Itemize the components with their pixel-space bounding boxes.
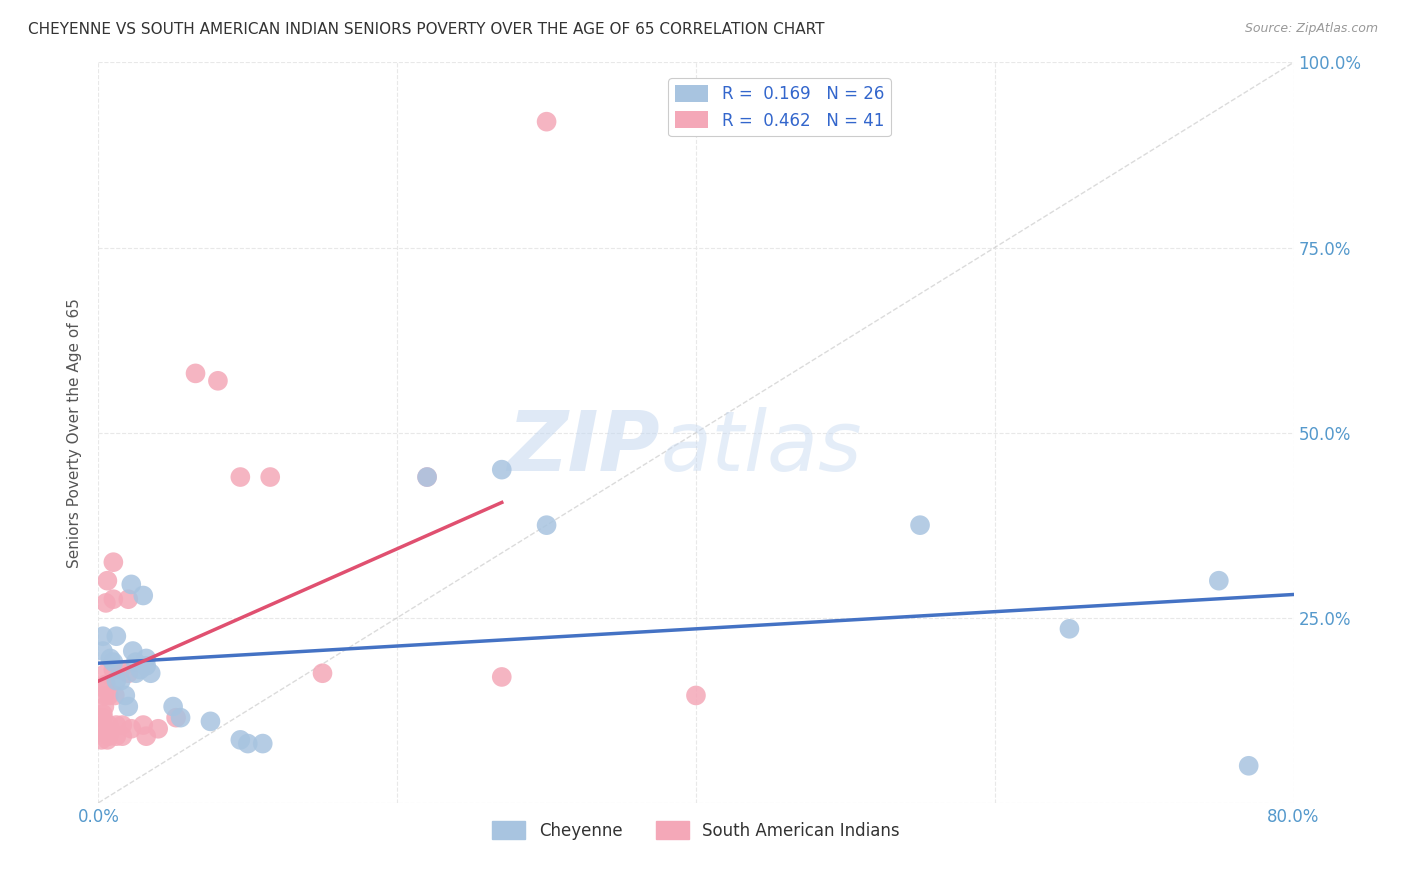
Point bbox=[96, 732, 118, 747]
Point bbox=[416, 470, 439, 484]
Point bbox=[117, 666, 139, 681]
Point bbox=[97, 729, 120, 743]
Point bbox=[129, 663, 152, 677]
Point bbox=[91, 706, 114, 721]
Point bbox=[135, 658, 157, 673]
Point bbox=[1237, 758, 1260, 772]
Point bbox=[105, 718, 128, 732]
Point bbox=[200, 714, 222, 729]
Point bbox=[91, 629, 114, 643]
Text: atlas: atlas bbox=[661, 407, 862, 488]
Point bbox=[114, 689, 136, 703]
Point bbox=[103, 655, 125, 669]
Point bbox=[259, 470, 281, 484]
Point bbox=[93, 699, 115, 714]
Point bbox=[416, 470, 439, 484]
Point bbox=[103, 663, 125, 677]
Point bbox=[132, 718, 155, 732]
Text: CHEYENNE VS SOUTH AMERICAN INDIAN SENIORS POVERTY OVER THE AGE OF 65 CORRELATION: CHEYENNE VS SOUTH AMERICAN INDIAN SENIOR… bbox=[28, 22, 825, 37]
Point bbox=[536, 114, 558, 128]
Point bbox=[110, 663, 132, 677]
Point bbox=[169, 711, 191, 725]
Point bbox=[117, 699, 139, 714]
Point bbox=[94, 677, 117, 691]
Point bbox=[132, 589, 155, 603]
Point bbox=[120, 577, 142, 591]
Point bbox=[105, 629, 128, 643]
Point bbox=[111, 729, 134, 743]
Point bbox=[536, 518, 558, 533]
Point bbox=[103, 592, 125, 607]
Point bbox=[104, 689, 127, 703]
Point bbox=[135, 729, 157, 743]
Point bbox=[105, 673, 128, 688]
Point bbox=[1059, 622, 1081, 636]
Point bbox=[91, 711, 114, 725]
Text: Source: ZipAtlas.com: Source: ZipAtlas.com bbox=[1244, 22, 1378, 36]
Point bbox=[229, 732, 252, 747]
Point bbox=[98, 651, 122, 665]
Point bbox=[93, 689, 115, 703]
Point bbox=[91, 718, 114, 732]
Point bbox=[94, 596, 117, 610]
Point bbox=[125, 655, 148, 669]
Point bbox=[120, 722, 142, 736]
Legend: Cheyenne, South American Indians: Cheyenne, South American Indians bbox=[485, 814, 907, 847]
Point bbox=[491, 462, 513, 476]
Point bbox=[184, 367, 207, 381]
Point bbox=[121, 644, 143, 658]
Point bbox=[1208, 574, 1230, 588]
Y-axis label: Seniors Poverty Over the Age of 65: Seniors Poverty Over the Age of 65 bbox=[67, 298, 83, 567]
Point bbox=[135, 651, 157, 665]
Point bbox=[139, 666, 162, 681]
Point bbox=[207, 374, 229, 388]
Point bbox=[165, 711, 187, 725]
Point bbox=[491, 670, 513, 684]
Point bbox=[91, 644, 114, 658]
Point bbox=[96, 574, 118, 588]
Point bbox=[908, 518, 931, 533]
Point bbox=[236, 737, 259, 751]
Point bbox=[94, 666, 117, 681]
Point bbox=[111, 718, 134, 732]
Point bbox=[103, 555, 125, 569]
Point bbox=[110, 673, 132, 688]
Point bbox=[148, 722, 170, 736]
Point bbox=[162, 699, 184, 714]
Text: ZIP: ZIP bbox=[508, 407, 661, 488]
Point bbox=[252, 737, 274, 751]
Point bbox=[685, 689, 707, 703]
Point bbox=[105, 729, 128, 743]
Point bbox=[97, 718, 120, 732]
Point bbox=[229, 470, 252, 484]
Point bbox=[125, 666, 148, 681]
Point bbox=[117, 592, 139, 607]
Point bbox=[311, 666, 333, 681]
Point bbox=[90, 732, 112, 747]
Point bbox=[90, 725, 112, 739]
Point bbox=[97, 689, 120, 703]
Point bbox=[93, 681, 115, 695]
